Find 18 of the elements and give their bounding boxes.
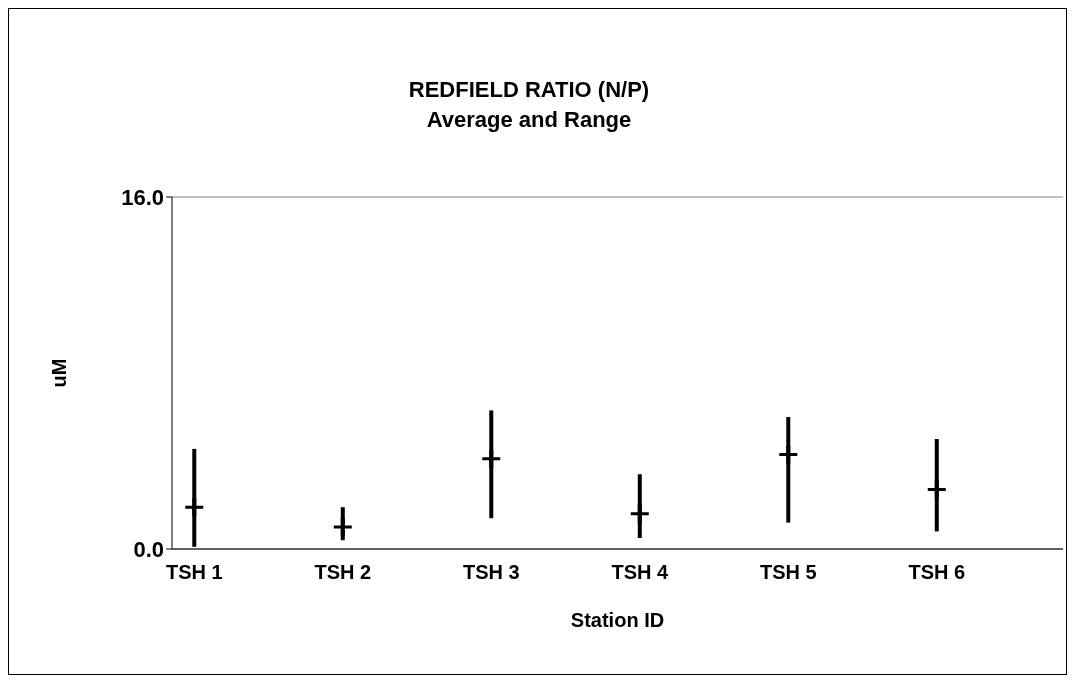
x-tick-label: TSH 2 <box>314 561 372 584</box>
point <box>482 449 501 468</box>
chart-subtitle: Average and Range <box>425 106 633 134</box>
x-axis-title: Station ID <box>570 609 665 631</box>
point <box>630 504 649 523</box>
y-tick-label: 16.0 <box>121 184 164 210</box>
point <box>927 480 946 499</box>
point <box>779 445 798 464</box>
x-tick-label: TSH 5 <box>759 561 817 584</box>
y-tick-label: 0.0 <box>133 536 164 562</box>
x-tick-label: TSH 1 <box>165 561 223 584</box>
x-tick-label: TSH 6 <box>908 561 966 584</box>
x-tick-label: TSH 4 <box>611 561 669 584</box>
point <box>185 498 204 517</box>
y-axis-title: uM <box>48 358 71 388</box>
point <box>333 518 352 536</box>
chart-title: REDFIELD RATIO (N/P) <box>407 76 651 104</box>
x-tick-label: TSH 3 <box>462 561 520 584</box>
